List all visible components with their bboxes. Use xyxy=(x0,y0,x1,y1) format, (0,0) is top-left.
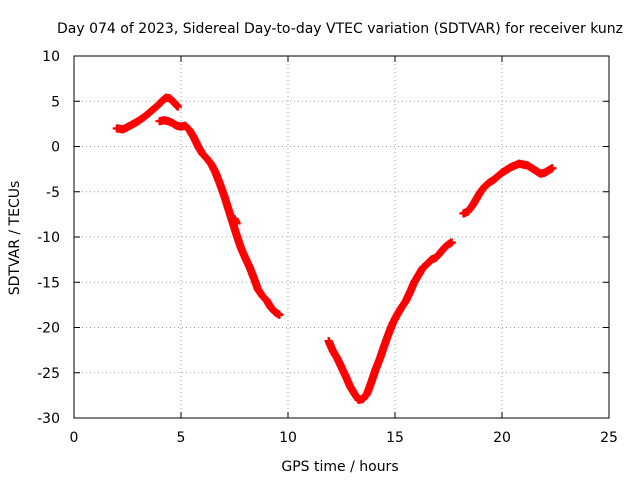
y-tick-label: -20 xyxy=(37,321,60,337)
data-points xyxy=(112,93,557,404)
y-tick-labels: -30 -25 -20 -15 -10 -5 0 5 10 xyxy=(37,49,60,427)
x-axis-label: GPS time / hours xyxy=(281,459,398,475)
data-point xyxy=(447,238,456,247)
y-tick-label: 5 xyxy=(51,94,60,110)
data-point xyxy=(173,102,182,111)
y-tick-label: -5 xyxy=(46,185,60,201)
y-tick-label: 10 xyxy=(42,49,60,65)
data-point xyxy=(275,310,284,319)
data-point xyxy=(232,219,241,228)
x-tick-labels: 0 5 10 15 20 25 xyxy=(70,430,618,446)
x-tick-label: 15 xyxy=(386,430,404,446)
grid xyxy=(74,56,609,418)
y-tick-label: -10 xyxy=(37,230,60,246)
x-tick-label: 25 xyxy=(600,430,618,446)
x-tick-label: 0 xyxy=(70,430,79,446)
y-axis-label: SDTVAR / TECUs xyxy=(7,181,23,296)
y-tick-label: 0 xyxy=(51,140,60,156)
y-tick-label: -15 xyxy=(37,275,60,291)
x-tick-label: 10 xyxy=(279,430,297,446)
x-tick-label: 20 xyxy=(493,430,511,446)
y-tick-label: -25 xyxy=(37,366,60,382)
axis-ticks xyxy=(73,55,610,419)
x-tick-label: 5 xyxy=(177,430,186,446)
y-tick-label: -30 xyxy=(37,411,60,427)
data-point xyxy=(548,164,557,173)
chart-title: Day 074 of 2023, Sidereal Day-to-day VTE… xyxy=(57,21,623,37)
